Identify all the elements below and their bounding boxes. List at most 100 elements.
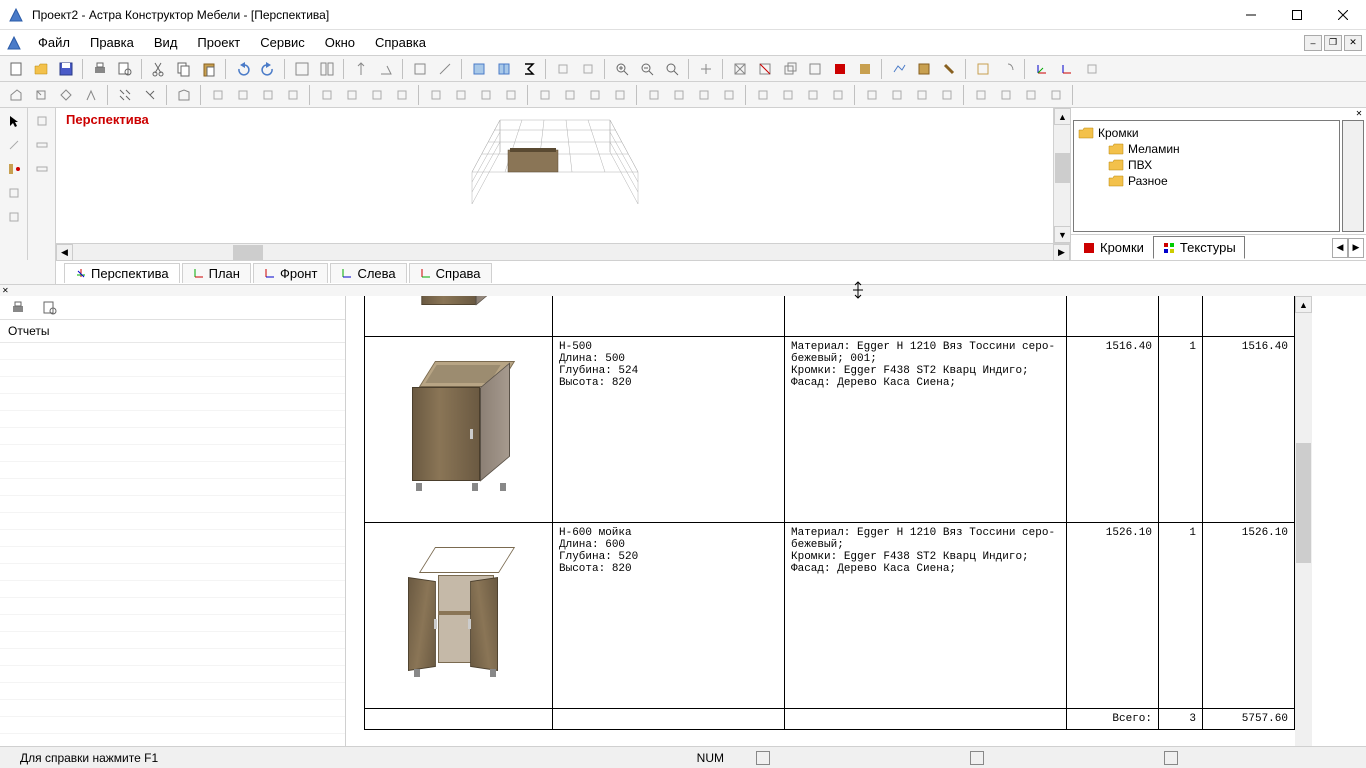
scroll-up-icon[interactable]: ▲ — [1054, 108, 1071, 125]
tool-icon[interactable] — [3, 134, 25, 156]
zoom-fit-icon[interactable] — [660, 58, 684, 80]
tool-icon[interactable] — [1019, 84, 1043, 106]
report-content[interactable]: Н-500 Длина: 500 Глубина: 524 Высота: 82… — [346, 296, 1295, 764]
axis-icon[interactable] — [1055, 58, 1079, 80]
tool-icon[interactable] — [231, 84, 255, 106]
tool-icon[interactable] — [801, 84, 825, 106]
tool-icon[interactable] — [996, 58, 1020, 80]
tool-icon[interactable] — [449, 84, 473, 106]
tool-icon[interactable] — [994, 84, 1018, 106]
report-scrollbar-v[interactable]: ▲ ▼ — [1295, 296, 1312, 764]
close-button[interactable] — [1320, 0, 1366, 29]
pointer-icon[interactable] — [3, 110, 25, 132]
tool-icon[interactable] — [860, 84, 884, 106]
panel-arrow-left-icon[interactable]: ◀ — [1332, 238, 1348, 258]
tab-textures[interactable]: Текстуры — [1153, 236, 1245, 259]
tool-icon[interactable] — [138, 84, 162, 106]
open-icon[interactable] — [29, 58, 53, 80]
tool-icon[interactable] — [315, 58, 339, 80]
tool-icon[interactable] — [4, 84, 28, 106]
menu-project[interactable]: Проект — [187, 31, 250, 54]
tool-icon[interactable] — [694, 58, 718, 80]
tool-icon[interactable] — [969, 84, 993, 106]
copy-icon[interactable] — [172, 58, 196, 80]
tool-icon[interactable] — [887, 58, 911, 80]
report-preview-icon[interactable] — [38, 297, 62, 319]
tool-icon[interactable] — [1080, 58, 1104, 80]
tab-edges[interactable]: Кромки — [1073, 236, 1153, 259]
tool-icon[interactable] — [753, 58, 777, 80]
tool-icon[interactable] — [1044, 84, 1068, 106]
tool-icon[interactable] — [937, 58, 961, 80]
tool-icon[interactable] — [31, 134, 53, 156]
view-tab-plan[interactable]: План — [182, 263, 251, 283]
paste-icon[interactable] — [197, 58, 221, 80]
tool-icon[interactable] — [256, 84, 280, 106]
tree-item[interactable]: Разное — [1078, 173, 1335, 189]
tool-icon[interactable] — [113, 84, 137, 106]
view-tab-front[interactable]: Фронт — [253, 263, 328, 283]
tool-icon[interactable] — [935, 84, 959, 106]
tool-icon[interactable] — [912, 58, 936, 80]
tool-icon[interactable] — [408, 58, 432, 80]
tool-icon[interactable] — [608, 84, 632, 106]
report-tree-body[interactable]: for(let i=0;i<24;i++)document.write('<di… — [0, 343, 345, 764]
scroll-left-icon[interactable]: ◀ — [56, 244, 73, 261]
zoom-out-icon[interactable] — [635, 58, 659, 80]
tool-icon[interactable] — [3, 182, 25, 204]
panel-arrow-right-icon[interactable]: ▶ — [1348, 238, 1364, 258]
materials-tree[interactable]: Кромки Меламин ПВХ Разное — [1073, 120, 1340, 232]
tool-icon[interactable] — [826, 84, 850, 106]
tool-icon[interactable] — [3, 206, 25, 228]
cut-icon[interactable] — [147, 58, 171, 80]
tool-icon[interactable] — [424, 84, 448, 106]
tool-icon[interactable] — [717, 84, 741, 106]
menu-view[interactable]: Вид — [144, 31, 188, 54]
tool-icon[interactable] — [558, 84, 582, 106]
tool-icon[interactable] — [776, 84, 800, 106]
scroll-up-icon[interactable]: ▲ — [1295, 296, 1312, 313]
menu-edit[interactable]: Правка — [80, 31, 144, 54]
tool-icon[interactable] — [751, 84, 775, 106]
tool-icon[interactable] — [551, 58, 575, 80]
tool-icon[interactable] — [803, 58, 827, 80]
tool-icon[interactable] — [54, 84, 78, 106]
print-preview-icon[interactable] — [113, 58, 137, 80]
redo-icon[interactable] — [256, 58, 280, 80]
view-tab-perspective[interactable]: Перспектива — [64, 263, 180, 283]
tree-item[interactable]: ПВХ — [1078, 157, 1335, 173]
scroll-down-icon[interactable]: ▼ — [1054, 226, 1071, 243]
mdi-icon[interactable] — [4, 33, 24, 53]
minimize-button[interactable] — [1228, 0, 1274, 29]
mdi-minimize[interactable]: ‒ — [1304, 35, 1322, 51]
viewport-scrollbar-v[interactable]: ▲ ▼ — [1053, 108, 1070, 243]
scroll-right-icon[interactable]: ▶ — [1053, 244, 1070, 261]
tool-icon[interactable] — [3, 158, 25, 180]
menu-help[interactable]: Справка — [365, 31, 436, 54]
tool-icon[interactable] — [778, 58, 802, 80]
sigma-icon[interactable] — [517, 58, 541, 80]
mdi-close[interactable]: ✕ — [1344, 35, 1362, 51]
tool-icon[interactable] — [340, 84, 364, 106]
tool-icon[interactable] — [828, 58, 852, 80]
tool-icon[interactable] — [172, 84, 196, 106]
tool-icon[interactable] — [910, 84, 934, 106]
tool-icon[interactable] — [281, 84, 305, 106]
menu-window[interactable]: Окно — [315, 31, 365, 54]
tool-icon[interactable] — [642, 84, 666, 106]
tool-icon[interactable] — [492, 58, 516, 80]
print-icon[interactable] — [88, 58, 112, 80]
viewport-canvas[interactable]: Перспектива — [56, 108, 1053, 243]
maximize-button[interactable] — [1274, 0, 1320, 29]
tool-icon[interactable] — [315, 84, 339, 106]
panel-close-icon[interactable]: ✕ — [1354, 108, 1364, 118]
tool-icon[interactable] — [728, 58, 752, 80]
tool-icon[interactable] — [365, 84, 389, 106]
tool-icon[interactable] — [499, 84, 523, 106]
report-print-icon[interactable] — [6, 297, 30, 319]
tool-icon[interactable] — [583, 84, 607, 106]
mdi-restore[interactable]: ❐ — [1324, 35, 1342, 51]
tool-icon[interactable] — [467, 58, 491, 80]
tool-icon[interactable] — [433, 58, 457, 80]
tool-icon[interactable] — [206, 84, 230, 106]
